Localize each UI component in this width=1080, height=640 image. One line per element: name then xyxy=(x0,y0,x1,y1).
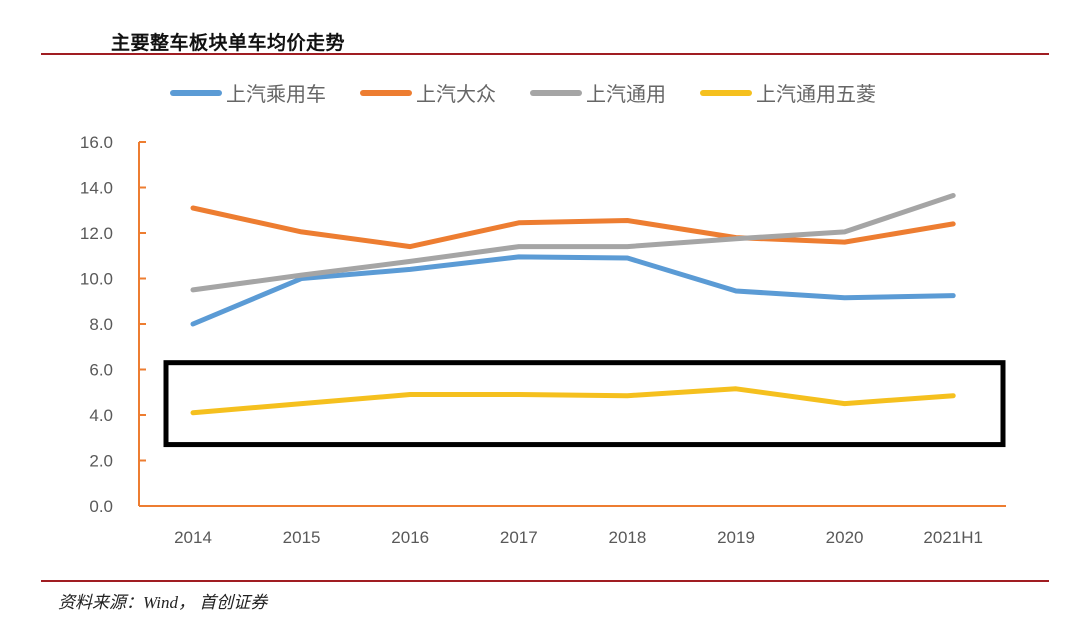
series-line-1 xyxy=(190,254,956,327)
x-tick-label: 2015 xyxy=(283,528,321,547)
series-line-4 xyxy=(190,386,956,416)
y-tick-label: 2.0 xyxy=(89,452,113,471)
highlight-box xyxy=(163,360,1006,448)
y-tick-label: 14.0 xyxy=(80,179,113,198)
legend-item: 上汽通用 xyxy=(530,78,666,107)
y-tick-label: 10.0 xyxy=(80,270,113,289)
x-tick-label: 2017 xyxy=(500,528,538,547)
legend-swatch xyxy=(530,89,582,96)
legend-item: 上汽大众 xyxy=(360,78,496,107)
x-tick-label: 2016 xyxy=(391,528,429,547)
legend-label: 上汽乘用车 xyxy=(226,82,326,106)
legend-label: 上汽大众 xyxy=(416,82,496,106)
y-tick-label: 0.0 xyxy=(89,497,113,516)
y-tick-label: 4.0 xyxy=(89,406,113,425)
chart-title: 主要整车板块单车均价走势 xyxy=(111,32,346,54)
legend-swatch xyxy=(700,89,752,96)
y-tick-label: 16.0 xyxy=(80,133,113,152)
series-line-3 xyxy=(190,193,956,293)
source-rule xyxy=(41,580,1049,582)
x-tick-label: 2014 xyxy=(174,528,212,547)
legend: 上汽乘用车 上汽大众 上汽通用 上汽通用五菱 xyxy=(170,78,910,107)
legend-label: 上汽通用五菱 xyxy=(756,82,876,106)
y-tick-label: 12.0 xyxy=(80,224,113,243)
x-tick-label: 2019 xyxy=(717,528,755,547)
legend-swatch xyxy=(360,89,412,96)
x-tick-label: 2020 xyxy=(826,528,864,547)
legend-label: 上汽通用 xyxy=(586,82,666,106)
title-rule xyxy=(41,53,1049,55)
x-tick-label: 2021H1 xyxy=(923,528,983,547)
legend-swatch xyxy=(170,89,222,96)
series-line-2 xyxy=(190,205,956,250)
y-tick-label: 8.0 xyxy=(89,315,113,334)
legend-item: 上汽乘用车 xyxy=(170,78,326,107)
x-tick-label: 2018 xyxy=(608,528,646,547)
source-note: 资料来源：Wind， 首创证券 xyxy=(58,593,268,612)
y-tick-label: 6.0 xyxy=(89,361,113,380)
legend-item: 上汽通用五菱 xyxy=(700,78,876,107)
